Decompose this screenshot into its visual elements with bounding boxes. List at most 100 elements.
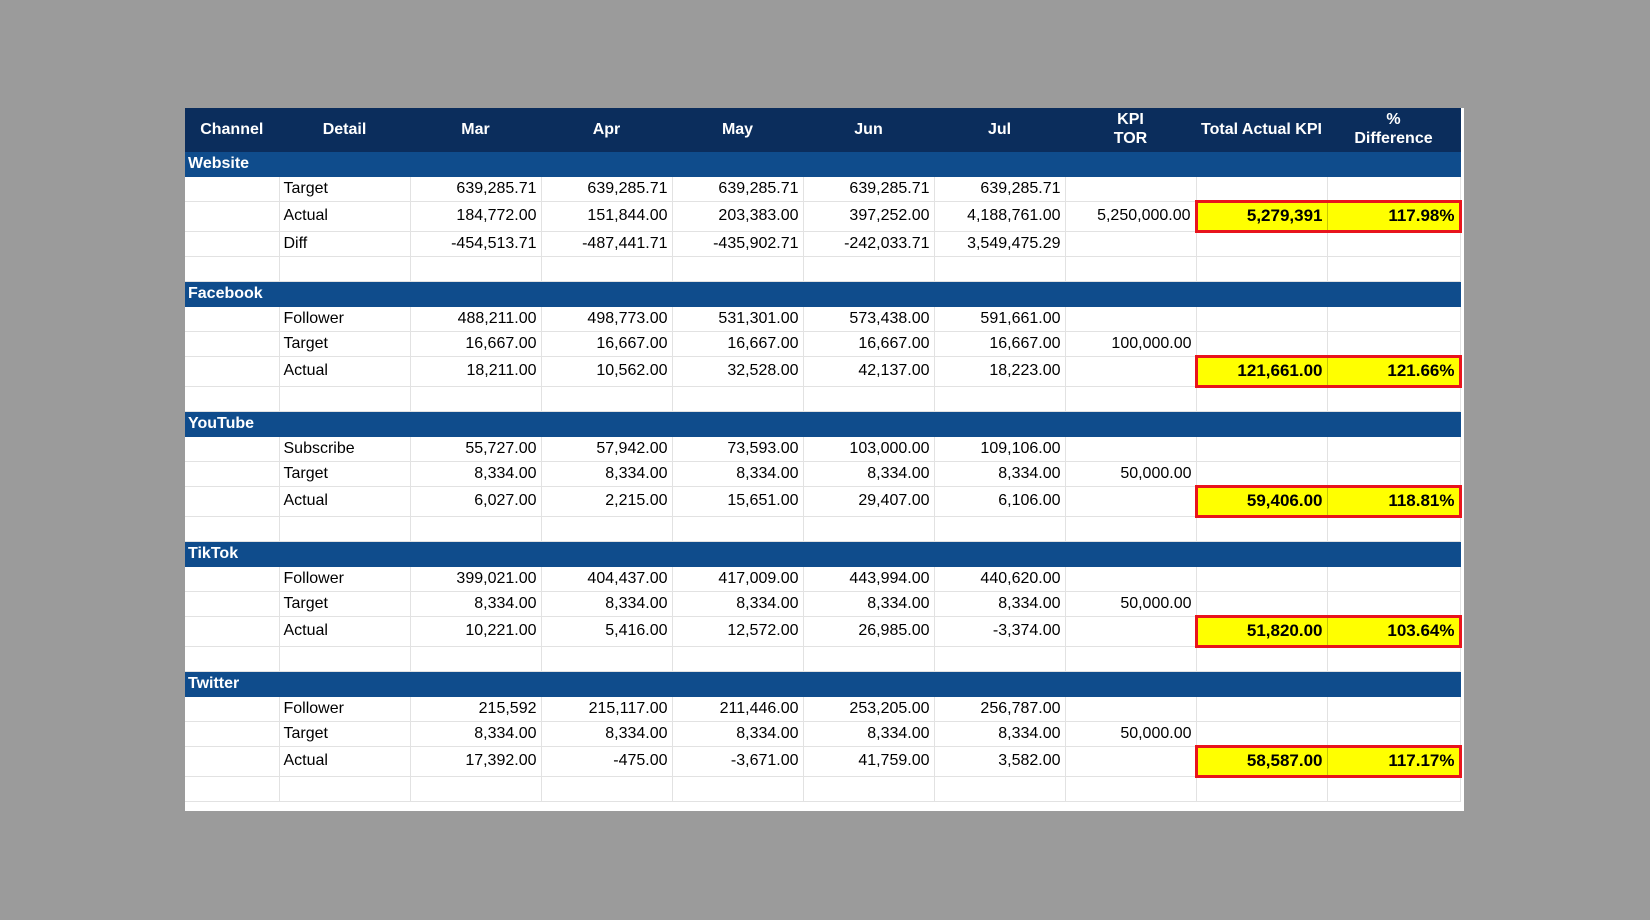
value-cell-mar[interactable]: 8,334.00 [410, 721, 542, 747]
value-cell-mar[interactable]: 17,392.00 [410, 746, 542, 777]
total-actual-kpi-cell[interactable] [1196, 591, 1328, 617]
empty-cell[interactable] [410, 516, 542, 542]
empty-cell[interactable] [803, 516, 935, 542]
value-cell-apr[interactable]: 498,773.00 [541, 306, 673, 332]
channel-cell[interactable] [185, 176, 280, 202]
value-cell-jun[interactable]: 16,667.00 [803, 331, 935, 357]
value-cell-jul[interactable]: 440,620.00 [934, 566, 1066, 592]
empty-cell[interactable] [279, 256, 411, 282]
value-cell-mar[interactable]: 16,667.00 [410, 331, 542, 357]
value-cell-apr[interactable]: 57,942.00 [541, 436, 673, 462]
value-cell-may[interactable]: 73,593.00 [672, 436, 804, 462]
empty-cell[interactable] [279, 776, 411, 802]
empty-cell[interactable] [279, 646, 411, 672]
value-cell-apr[interactable]: 151,844.00 [541, 201, 673, 232]
channel-cell[interactable] [185, 356, 280, 387]
value-cell-may[interactable]: 639,285.71 [672, 176, 804, 202]
value-cell-mar[interactable]: 184,772.00 [410, 201, 542, 232]
empty-cell[interactable] [541, 386, 673, 412]
value-cell-jul[interactable]: 8,334.00 [934, 461, 1066, 487]
kpi-tor-cell[interactable]: 50,000.00 [1065, 461, 1197, 487]
value-cell-jun[interactable]: 573,438.00 [803, 306, 935, 332]
value-cell-apr[interactable]: 404,437.00 [541, 566, 673, 592]
value-cell-may[interactable]: 15,651.00 [672, 486, 804, 517]
value-cell-jul[interactable]: -3,374.00 [934, 616, 1066, 647]
value-cell-may[interactable]: 203,383.00 [672, 201, 804, 232]
channel-cell[interactable] [185, 201, 280, 232]
value-cell-jul[interactable]: 6,106.00 [934, 486, 1066, 517]
value-cell-jun[interactable]: 443,994.00 [803, 566, 935, 592]
detail-cell[interactable]: Target [279, 176, 411, 202]
empty-cell[interactable] [1065, 386, 1197, 412]
value-cell-mar[interactable]: 639,285.71 [410, 176, 542, 202]
value-cell-mar[interactable]: 8,334.00 [410, 461, 542, 487]
value-cell-jun[interactable]: 42,137.00 [803, 356, 935, 387]
value-cell-jun[interactable]: 103,000.00 [803, 436, 935, 462]
value-cell-mar[interactable]: 18,211.00 [410, 356, 542, 387]
value-cell-apr[interactable]: 215,117.00 [541, 696, 673, 722]
detail-cell[interactable]: Actual [279, 746, 411, 777]
empty-cell[interactable] [279, 516, 411, 542]
value-cell-mar[interactable]: 8,334.00 [410, 591, 542, 617]
total-actual-kpi-cell[interactable] [1196, 176, 1328, 202]
empty-cell[interactable] [1196, 646, 1328, 672]
value-cell-jul[interactable]: 591,661.00 [934, 306, 1066, 332]
detail-cell[interactable]: Follower [279, 306, 411, 332]
empty-cell[interactable] [672, 386, 804, 412]
empty-cell[interactable] [1327, 256, 1461, 282]
total-actual-kpi-cell[interactable]: 59,406.00 [1194, 484, 1328, 518]
value-cell-jul[interactable]: 8,334.00 [934, 721, 1066, 747]
value-cell-may[interactable]: -3,671.00 [672, 746, 804, 777]
value-cell-jun[interactable]: 639,285.71 [803, 176, 935, 202]
empty-cell[interactable] [185, 386, 280, 412]
channel-cell[interactable] [185, 486, 280, 517]
channel-cell[interactable] [185, 616, 280, 647]
value-cell-apr[interactable]: 10,562.00 [541, 356, 673, 387]
empty-cell[interactable] [1196, 516, 1328, 542]
percent-difference-cell[interactable]: 121.66% [1327, 354, 1462, 388]
empty-cell[interactable] [410, 256, 542, 282]
percent-difference-cell[interactable]: 118.81% [1327, 484, 1462, 518]
kpi-tor-cell[interactable] [1065, 566, 1197, 592]
empty-cell[interactable] [1196, 776, 1328, 802]
empty-cell[interactable] [934, 516, 1066, 542]
value-cell-may[interactable]: 211,446.00 [672, 696, 804, 722]
percent-difference-cell[interactable]: 117.17% [1327, 744, 1462, 778]
empty-cell[interactable] [1065, 646, 1197, 672]
value-cell-apr[interactable]: 2,215.00 [541, 486, 673, 517]
kpi-tor-cell[interactable] [1065, 436, 1197, 462]
empty-cell[interactable] [672, 256, 804, 282]
value-cell-may[interactable]: 8,334.00 [672, 461, 804, 487]
value-cell-apr[interactable]: 8,334.00 [541, 591, 673, 617]
percent-difference-cell[interactable] [1327, 696, 1461, 722]
value-cell-may[interactable]: 417,009.00 [672, 566, 804, 592]
empty-cell[interactable] [934, 256, 1066, 282]
empty-cell[interactable] [185, 646, 280, 672]
empty-cell[interactable] [934, 776, 1066, 802]
detail-cell[interactable]: Target [279, 721, 411, 747]
empty-cell[interactable] [1196, 256, 1328, 282]
percent-difference-cell[interactable] [1327, 436, 1461, 462]
value-cell-jun[interactable]: 26,985.00 [803, 616, 935, 647]
value-cell-jul[interactable]: 8,334.00 [934, 591, 1066, 617]
percent-difference-cell[interactable] [1327, 231, 1461, 257]
empty-cell[interactable] [1327, 776, 1461, 802]
value-cell-jul[interactable]: 639,285.71 [934, 176, 1066, 202]
empty-cell[interactable] [541, 516, 673, 542]
kpi-tor-cell[interactable] [1065, 746, 1197, 777]
value-cell-may[interactable]: 12,572.00 [672, 616, 804, 647]
detail-cell[interactable]: Diff [279, 231, 411, 257]
value-cell-may[interactable]: 8,334.00 [672, 721, 804, 747]
value-cell-mar[interactable]: 215,592 [410, 696, 542, 722]
channel-cell[interactable] [185, 461, 280, 487]
detail-cell[interactable]: Subscribe [279, 436, 411, 462]
empty-cell[interactable] [1327, 646, 1461, 672]
total-actual-kpi-cell[interactable] [1196, 436, 1328, 462]
value-cell-jun[interactable]: 397,252.00 [803, 201, 935, 232]
value-cell-apr[interactable]: 16,667.00 [541, 331, 673, 357]
value-cell-apr[interactable]: -487,441.71 [541, 231, 673, 257]
value-cell-mar[interactable]: 55,727.00 [410, 436, 542, 462]
empty-cell[interactable] [803, 256, 935, 282]
value-cell-jul[interactable]: 18,223.00 [934, 356, 1066, 387]
kpi-tor-cell[interactable] [1065, 176, 1197, 202]
